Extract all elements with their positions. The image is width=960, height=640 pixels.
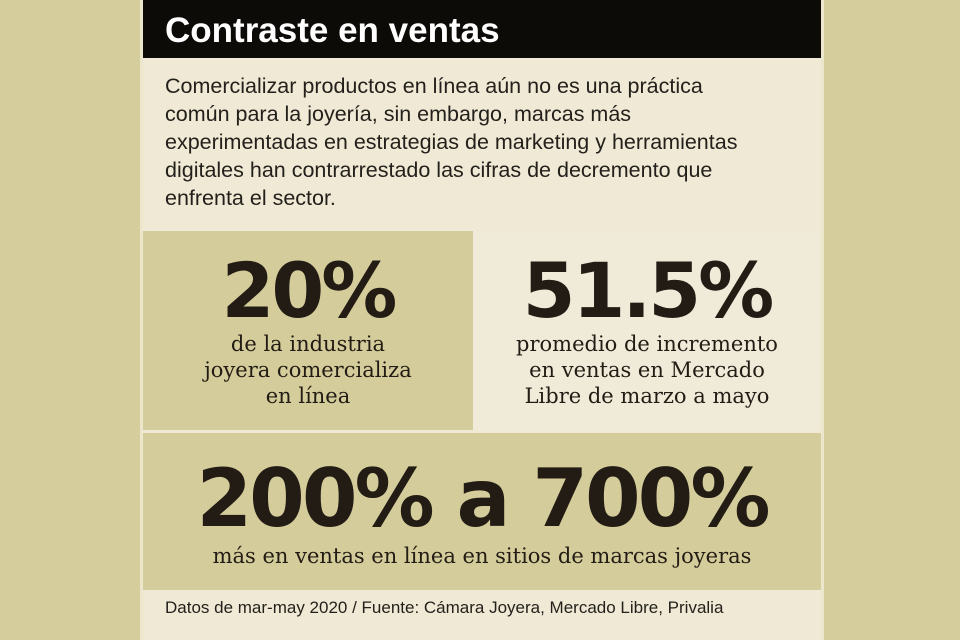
caption-line: joyera comercializa <box>204 358 412 382</box>
caption-line: en ventas en Mercado <box>529 358 765 382</box>
intro-line: común para la joyería, sin embargo, marc… <box>165 102 632 126</box>
stat-caption: más en ventas en línea en sitios de marc… <box>143 543 821 569</box>
caption-line: promedio de incremento <box>516 332 778 356</box>
side-band <box>821 0 960 640</box>
intro-line: Comercializar productos en línea aún no … <box>165 74 703 98</box>
stat-caption: de la industria joyera comercializa en lín… <box>143 331 473 409</box>
caption-line: en línea <box>265 384 351 408</box>
panel: Contraste en ventas Comercializar produc… <box>143 0 821 640</box>
stat-box: 51.5% promedio de incremento en ventas en … <box>473 228 821 430</box>
stat-figure: 51.5% <box>522 246 775 335</box>
stat-box: 200% a 700% más en ventas en línea en sit… <box>143 430 821 590</box>
intro-line: enfrenta el sector. <box>165 186 336 210</box>
stat-box: 20% de la industria joyera comercializa en … <box>143 228 473 430</box>
stat-figure: 200% a 700% <box>196 452 771 545</box>
stat-figure: 20% <box>221 246 398 335</box>
caption-line: de la industria <box>230 332 386 356</box>
intro-line: experimentadas en estrategias de marketi… <box>165 130 738 154</box>
side-band <box>0 0 143 640</box>
intro: Comercializar productos en línea aún no … <box>165 72 805 212</box>
title: Contraste en ventas <box>143 0 821 58</box>
stat-caption: promedio de incremento en ventas en Merca… <box>473 331 821 409</box>
caption-line: más en ventas en línea en sitios de marc… <box>212 544 752 568</box>
caption-line: Libre de marzo a mayo <box>524 384 770 408</box>
intro-line: digitales han contrarrestado las cifras … <box>165 158 713 182</box>
footer: Datos de mar-may 2020 / Fuente: Cámara J… <box>165 598 724 617</box>
